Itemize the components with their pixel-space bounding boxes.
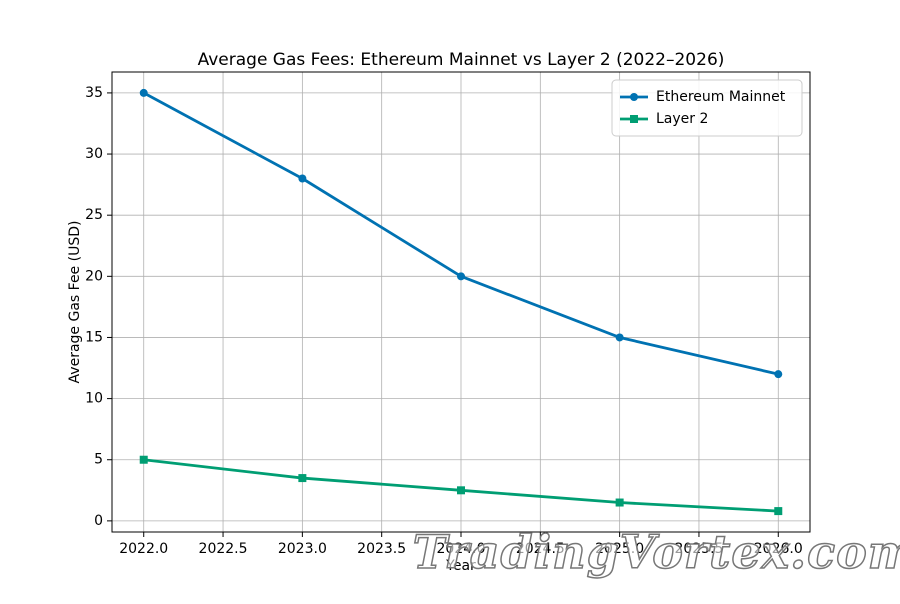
legend: Ethereum Mainnet Layer 2	[611, 79, 803, 137]
y-tick-label: 5	[94, 452, 103, 468]
x-tick-label: 2022.5	[199, 541, 248, 557]
marker	[615, 498, 624, 507]
x-tick-label: 2023.0	[278, 541, 327, 557]
watermark: TradingVortex.com	[413, 525, 900, 579]
marker	[774, 507, 783, 516]
marker	[298, 174, 307, 183]
x-tick-label: 2024.5	[516, 541, 565, 557]
x-axis-label: Year	[445, 558, 476, 574]
marker	[457, 272, 465, 281]
marker	[298, 474, 307, 483]
y-tick-label: 15	[85, 329, 103, 345]
y-tick-label: 35	[85, 85, 103, 101]
y-tick-label: 30	[85, 146, 103, 162]
marker	[615, 333, 624, 342]
legend-label: Layer 2	[656, 111, 708, 127]
x-tick-label: 2025.5	[674, 541, 723, 557]
x-tick-label: 2023.5	[357, 541, 406, 557]
y-tick-label: 0	[94, 513, 103, 529]
plot-frame	[111, 71, 811, 533]
marker	[630, 115, 638, 123]
y-tick-label: 25	[85, 207, 103, 223]
x-tick-label: 2025.0	[595, 541, 644, 557]
y-axis-label: Average Gas Fee (USD)	[67, 221, 83, 384]
x-tick-label: 2022.0	[119, 541, 168, 557]
marker	[139, 88, 148, 97]
y-tick-label: 10	[85, 391, 103, 407]
legend-frame	[611, 79, 803, 137]
marker	[630, 93, 638, 101]
marker	[457, 486, 465, 495]
x-tick-label: 2024.0	[437, 541, 486, 557]
marker	[774, 370, 783, 379]
y-tick-label: 20	[85, 268, 103, 284]
marker	[139, 455, 148, 464]
legend-label: Ethereum Mainnet	[656, 89, 786, 105]
chart-title: Average Gas Fees: Ethereum Mainnet vs La…	[198, 50, 725, 70]
x-tick-label: 2026.0	[754, 541, 803, 557]
